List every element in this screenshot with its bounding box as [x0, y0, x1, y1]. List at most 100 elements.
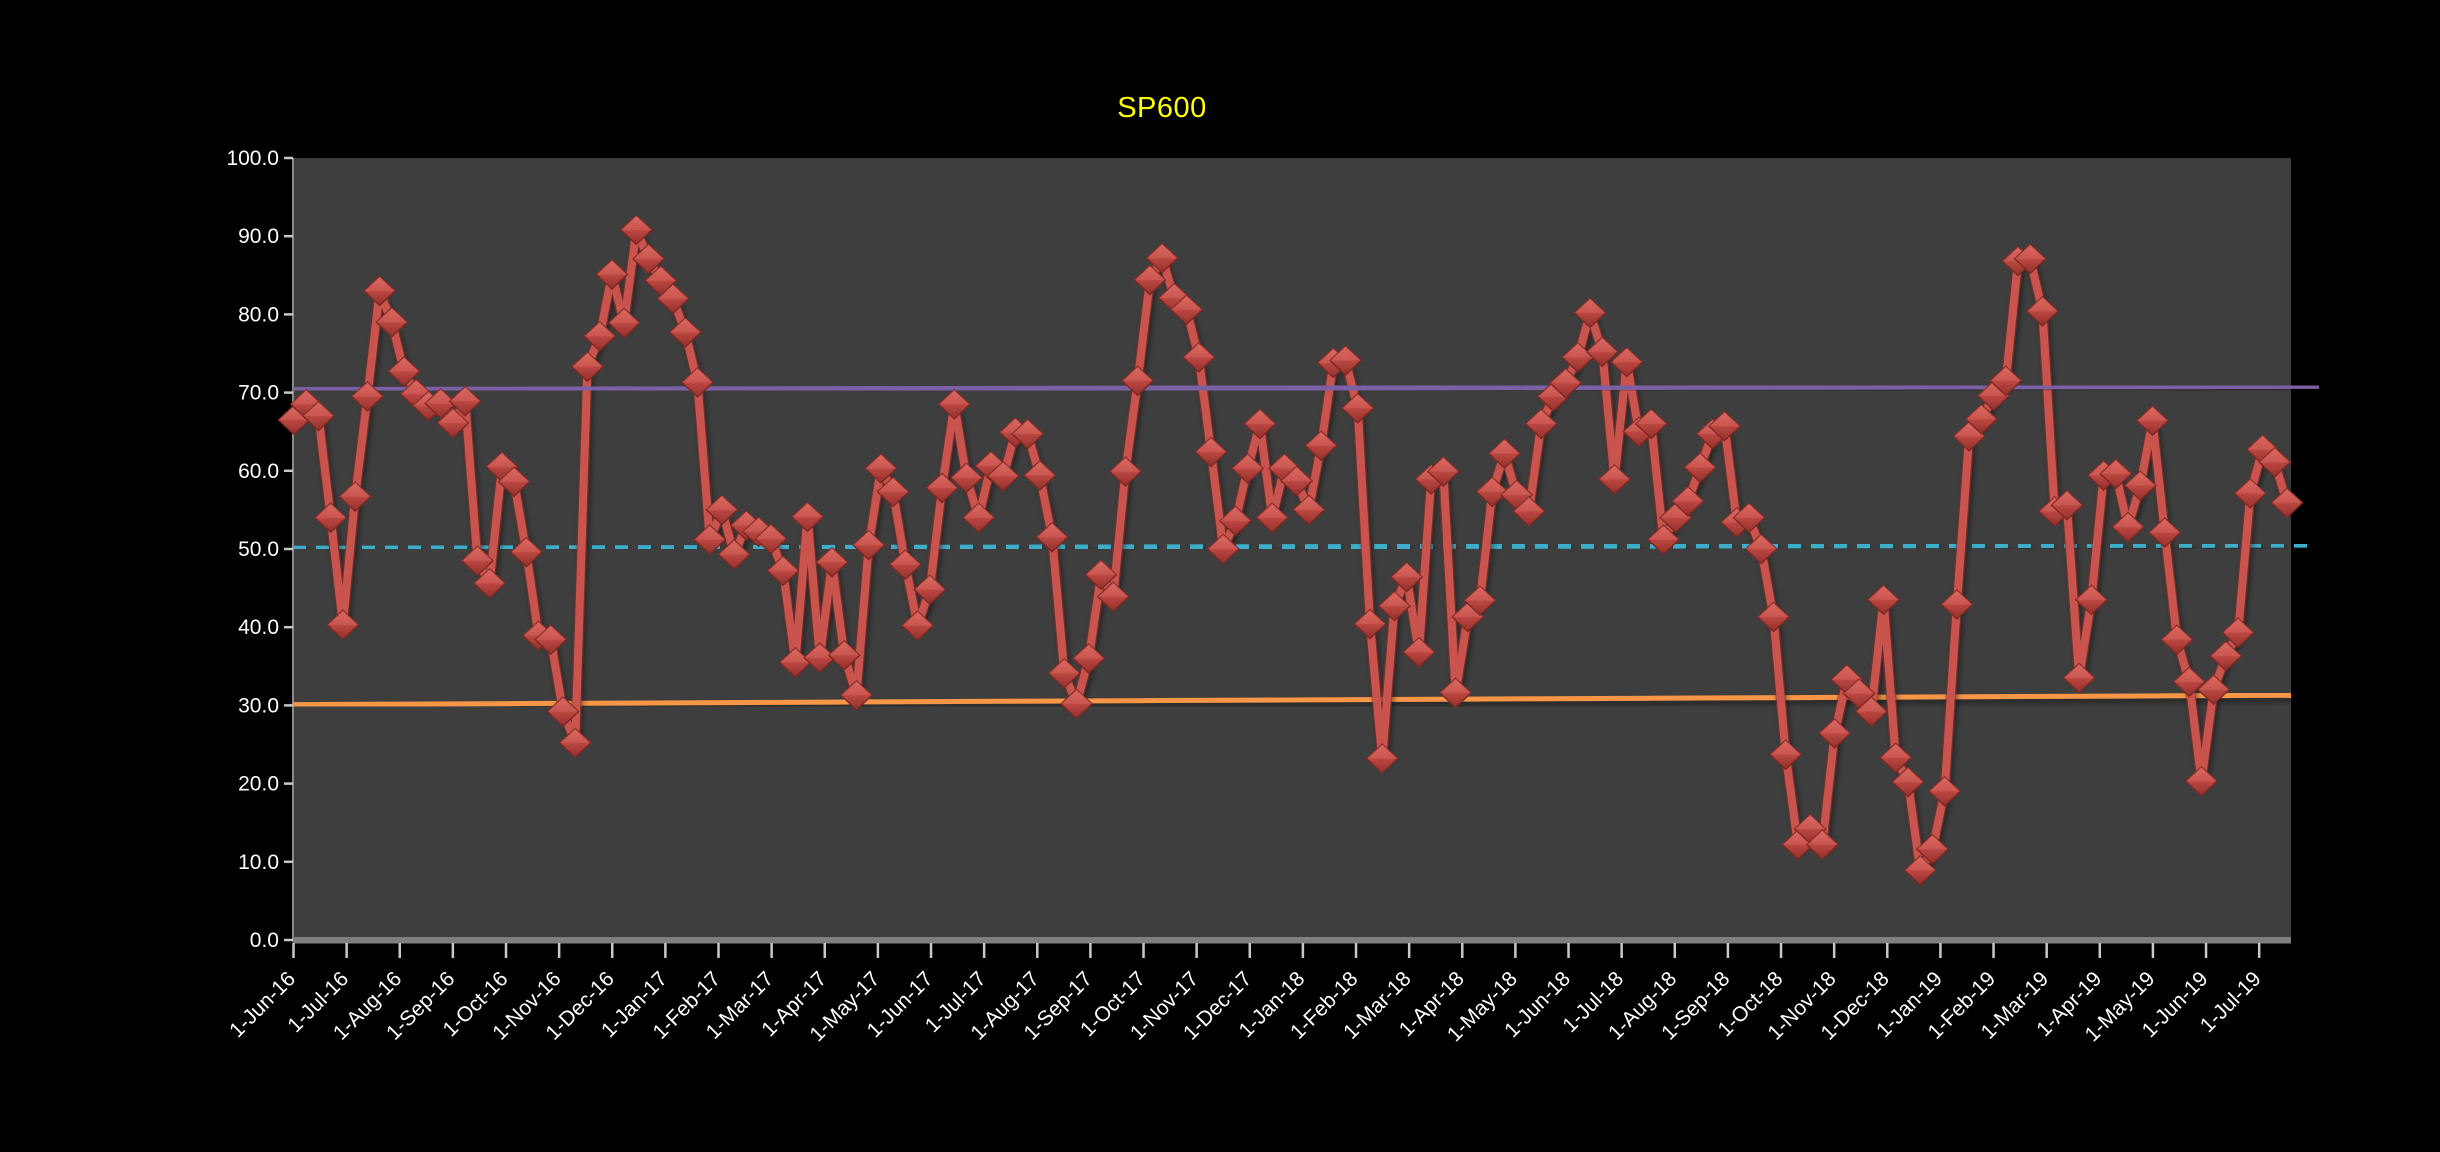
data-point-marker — [791, 501, 825, 533]
data-point-marker — [1328, 345, 1363, 376]
data-point-marker — [2148, 517, 2182, 549]
data-point-marker — [632, 243, 666, 275]
data-point-marker — [986, 460, 1020, 492]
data-point-marker — [1708, 410, 1742, 442]
data-point-marker — [1928, 775, 1962, 807]
chart-title: SP600 — [1117, 92, 1207, 124]
y-tick-label: 30.0 — [238, 694, 279, 717]
data-point-marker — [827, 639, 861, 671]
data-point-marker — [1487, 438, 1521, 470]
data-point-marker — [1634, 408, 1668, 440]
data-point-marker — [766, 555, 800, 587]
data-point-marker — [436, 407, 470, 439]
data-point-marker — [680, 366, 715, 398]
data-point-marker — [2013, 243, 2047, 275]
data-point-marker — [1365, 743, 1399, 775]
data-point-marker — [1964, 403, 1998, 435]
data-point-marker — [1084, 559, 1118, 591]
data-point-marker — [1194, 436, 1228, 468]
data-point-marker — [375, 306, 409, 338]
data-point-marker — [1426, 456, 1460, 488]
data-point-marker — [1463, 585, 1497, 617]
data-point-marker — [1744, 533, 1778, 565]
data-point-marker — [668, 316, 702, 348]
x-axis: 1-Jun-161-Jul-161-Aug-161-Sep-161-Oct-16… — [225, 937, 2291, 1046]
data-point-marker — [1915, 833, 1949, 865]
data-point-marker — [595, 259, 629, 290]
data-point-marker — [876, 476, 910, 508]
data-point-marker — [2062, 662, 2096, 694]
data-point-marker — [338, 481, 372, 513]
data-point-marker — [534, 624, 568, 656]
y-tick-label: 20.0 — [238, 773, 279, 796]
data-point-marker — [925, 472, 959, 504]
data-point-marker — [363, 275, 397, 307]
data-point-marker — [949, 462, 984, 494]
data-point-marker — [619, 214, 653, 246]
data-point-marker — [1096, 581, 1130, 613]
data-point-marker — [2221, 617, 2255, 649]
data-point-marker — [2111, 511, 2145, 543]
data-point-marker — [1280, 465, 1314, 497]
data-point-marker — [448, 385, 482, 417]
data-point-marker — [2233, 478, 2267, 509]
data-point-marker — [1218, 505, 1253, 537]
data-point-marker — [1304, 430, 1338, 462]
data-point-marker — [1206, 533, 1240, 565]
data-point-marker — [1035, 521, 1069, 553]
data-point-marker — [1805, 829, 1839, 861]
data-point-marker — [705, 494, 739, 526]
data-point-marker — [1756, 601, 1790, 633]
data-point-marker — [1341, 392, 1375, 424]
data-point-marker — [1133, 264, 1167, 296]
data-point-marker — [2123, 470, 2157, 502]
data-point-marker — [607, 307, 641, 339]
data-point-marker — [2050, 489, 2084, 521]
data-point-marker — [1903, 854, 1937, 886]
y-tick-label: 50.0 — [238, 538, 279, 561]
data-point-marker — [301, 400, 335, 432]
data-point-marker — [803, 642, 837, 674]
data-point-marker — [1231, 452, 1265, 484]
data-point-marker — [1646, 524, 1680, 556]
y-tick-label: 100.0 — [226, 147, 279, 170]
data-point-marker — [350, 381, 384, 412]
data-point-marker — [1524, 408, 1558, 440]
data-point-marker — [1573, 297, 1607, 329]
data-point-marker — [1121, 365, 1155, 397]
data-point-marker — [460, 545, 494, 577]
data-point-marker — [2197, 674, 2231, 706]
data-point-marker — [1060, 688, 1094, 720]
data-point-marker — [852, 529, 886, 561]
overbought-reference-line — [292, 383, 2320, 392]
data-point-marker — [1072, 643, 1106, 674]
data-point-marker — [1377, 590, 1411, 622]
y-tick-label: 10.0 — [238, 851, 279, 874]
data-point-marker — [2184, 765, 2218, 797]
data-point-marker — [1940, 589, 1974, 620]
data-point-marker — [717, 539, 751, 570]
x-tick-label: 1-Jun-16 — [225, 967, 300, 1042]
data-point-marker — [1023, 460, 1057, 491]
data-point-marker — [913, 574, 947, 606]
data-point-marker — [326, 609, 360, 641]
data-point-marker — [1145, 242, 1179, 274]
series-sp600-markers — [277, 214, 2304, 886]
data-point-marker — [2160, 624, 2194, 656]
data-point-marker — [1108, 456, 1142, 488]
data-point-marker — [558, 727, 592, 759]
data-point-marker — [1475, 476, 1509, 508]
data-point-marker — [1683, 452, 1717, 484]
data-point-marker — [864, 452, 898, 484]
y-axis: 100.0 90.0 80.0 70.0 60.0 50.0 40.0 30.0 20.0 10.… — [226, 147, 294, 952]
data-point-marker — [1170, 294, 1204, 326]
data-point-marker — [1402, 636, 1436, 668]
data-point-marker — [1769, 739, 1803, 771]
data-point-marker — [2074, 584, 2108, 616]
data-point-marker — [2258, 446, 2292, 478]
data-point-marker — [1011, 418, 1045, 450]
data-point-marker — [962, 502, 996, 534]
data-point-marker — [974, 450, 1008, 482]
y-tick-label: 80.0 — [238, 303, 279, 326]
